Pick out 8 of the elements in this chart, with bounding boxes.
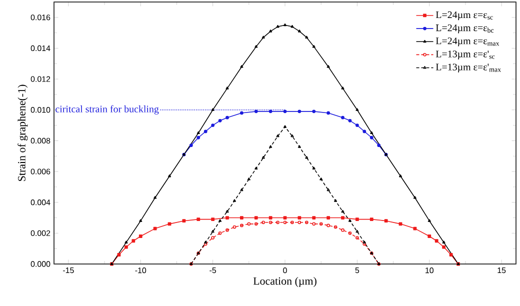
legend-label: L=13µm ε=ε'$_{max}$: [436, 64, 502, 72]
y-axis-title: Strain of graphene(-1): [18, 84, 28, 181]
legend-label: L=24µm ε=ε$_{bc}$: [436, 24, 494, 34]
ref-line-label: ciritcal strain for buckling: [56, 105, 159, 114]
legend-label: L=24µm ε=ε$_{max}$: [436, 38, 500, 46]
legend-label: L=13µm ε=ε'$_{sc}$: [436, 50, 495, 60]
x-axis-title: Location (µm): [253, 277, 316, 287]
legend-label: L=24µm ε=ε$_{sc}$: [436, 11, 493, 20]
